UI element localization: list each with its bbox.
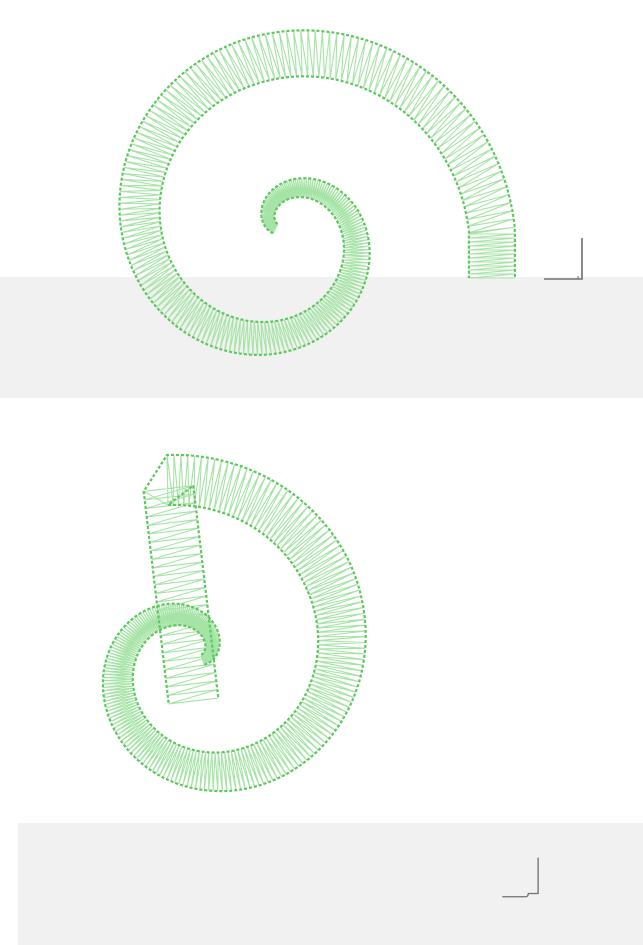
- satin-stitch-fill: [102, 454, 366, 792]
- bottom-workspace-band: [18, 823, 643, 945]
- satin-stitch-fill: [119, 30, 515, 355]
- bottom-spiral-stitches: [101, 453, 367, 793]
- corner-bracket-icon: [544, 238, 583, 280]
- top-spiral-stitches: [118, 29, 516, 357]
- corner-bracket-icon: [502, 857, 539, 898]
- stitch-edge: [131, 483, 320, 754]
- stitch-edge: [158, 75, 471, 324]
- stitch-edge: [118, 29, 516, 357]
